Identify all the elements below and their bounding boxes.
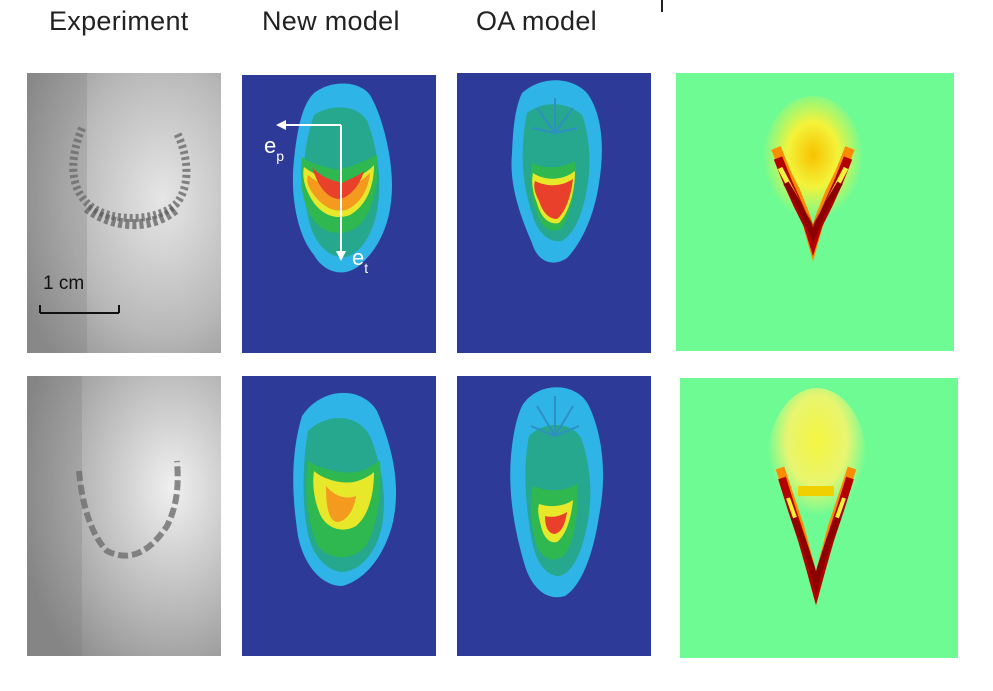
oa-model-map-top <box>457 73 651 353</box>
new-model-map-bottom <box>242 376 436 656</box>
heat-map-bottom <box>680 378 958 658</box>
experiment-photo-top: 1 cm <box>27 73 221 353</box>
scale-bar-label: 1 cm <box>43 273 84 294</box>
header-oa-model: OA model <box>476 6 597 36</box>
ep-label: ep <box>264 133 284 164</box>
header-experiment: Experiment <box>49 6 189 36</box>
heat-map-top <box>676 73 954 351</box>
oa-model-map-bottom <box>457 376 651 656</box>
experiment-photo-bottom <box>27 376 221 656</box>
divider-tick <box>661 0 663 12</box>
header-new-model: New model <box>262 6 400 36</box>
new-model-map-top: ep et <box>242 75 436 353</box>
et-label: et <box>352 245 368 276</box>
